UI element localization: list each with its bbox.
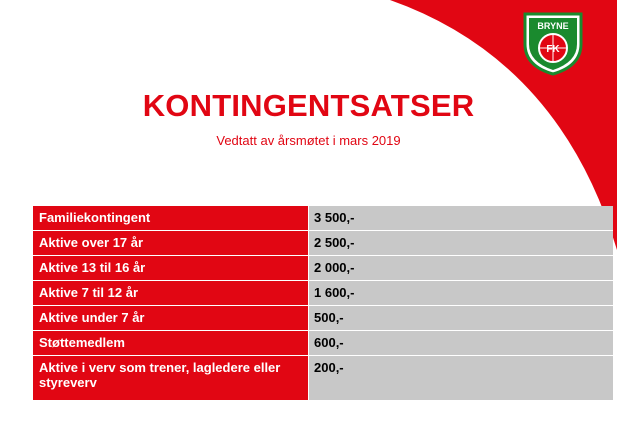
- rate-label: Støttemedlem: [33, 331, 309, 355]
- logo-initials: FK: [546, 44, 560, 55]
- rates-table: Familiekontingent 3 500,- Aktive over 17…: [33, 206, 613, 401]
- table-row: Aktive under 7 år 500,-: [33, 306, 613, 331]
- table-row: Aktive i verv som trener, lagledere elle…: [33, 356, 613, 401]
- rate-value: 2 500,-: [309, 231, 613, 255]
- logo-name: BRYNE: [537, 21, 568, 31]
- rate-label: Aktive i verv som trener, lagledere elle…: [33, 356, 309, 400]
- table-row: Støttemedlem 600,-: [33, 331, 613, 356]
- rate-label: Familiekontingent: [33, 206, 309, 230]
- rate-value: 600,-: [309, 331, 613, 355]
- page-subtitle: Vedtatt av årsmøtet i mars 2019: [216, 133, 401, 148]
- rate-value: 500,-: [309, 306, 613, 330]
- rate-value: 1 600,-: [309, 281, 613, 305]
- rate-label: Aktive over 17 år: [33, 231, 309, 255]
- table-row: Aktive over 17 år 2 500,-: [33, 231, 613, 256]
- rate-value: 2 000,-: [309, 256, 613, 280]
- rate-value: 200,-: [309, 356, 613, 400]
- rate-label: Aktive 13 til 16 år: [33, 256, 309, 280]
- rate-label: Aktive under 7 år: [33, 306, 309, 330]
- table-row: Aktive 13 til 16 år 2 000,-: [33, 256, 613, 281]
- rate-label: Aktive 7 til 12 år: [33, 281, 309, 305]
- page-title: KONTINGENTSATSER: [142, 88, 475, 123]
- rate-value: 3 500,-: [309, 206, 613, 230]
- bryne-fk-logo: BRYNE FK: [523, 12, 583, 76]
- table-row: Familiekontingent 3 500,-: [33, 206, 613, 231]
- table-row: Aktive 7 til 12 år 1 600,-: [33, 281, 613, 306]
